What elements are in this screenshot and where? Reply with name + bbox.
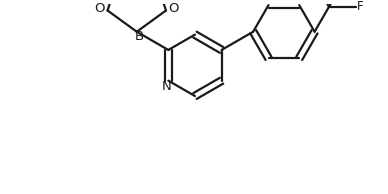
Text: B: B [135, 30, 144, 43]
Text: O: O [168, 2, 179, 15]
Text: O: O [95, 2, 105, 15]
Text: F: F [357, 0, 364, 13]
Text: N: N [161, 80, 171, 93]
